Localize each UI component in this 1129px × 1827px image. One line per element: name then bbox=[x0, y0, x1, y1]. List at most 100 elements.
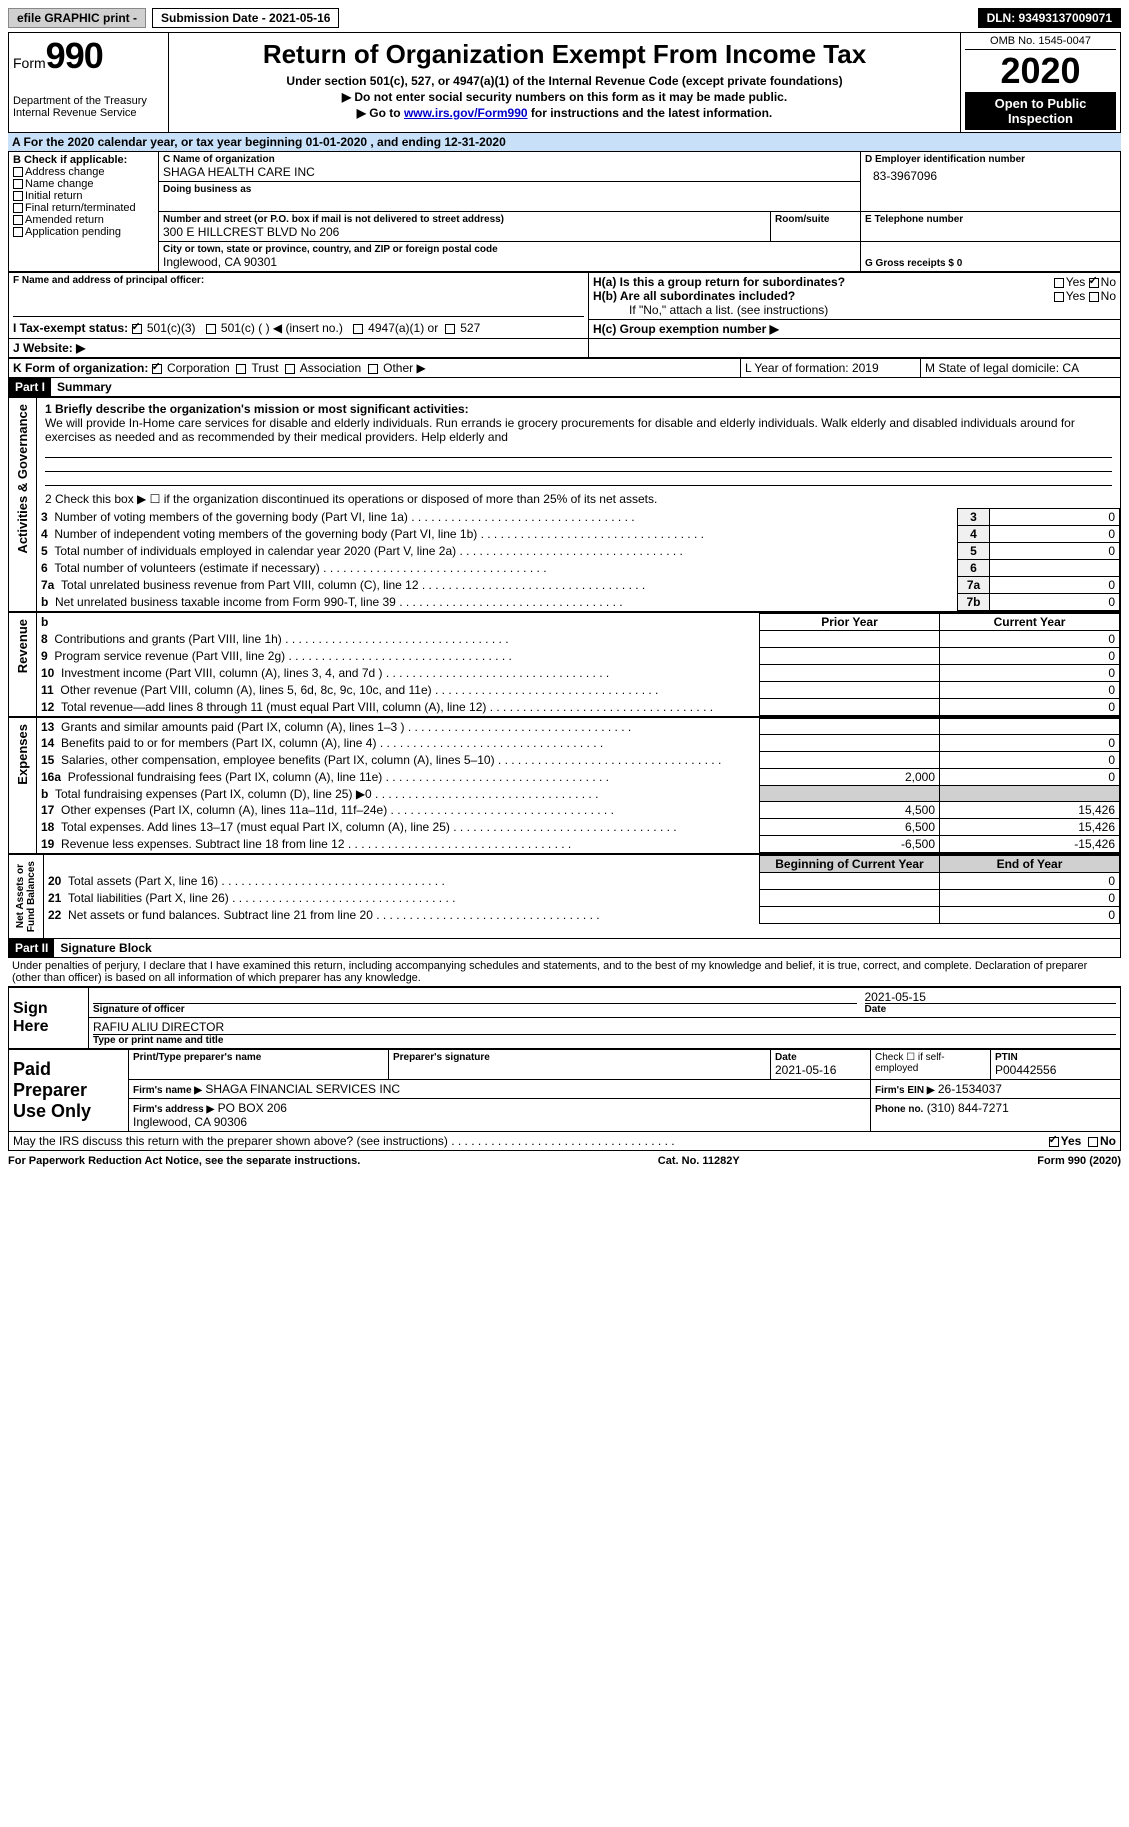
efile-print-button[interactable]: efile GRAPHIC print - bbox=[8, 8, 146, 28]
under-section: Under section 501(c), 527, or 4947(a)(1)… bbox=[173, 74, 956, 88]
q1: 1 Briefly describe the organization's mi… bbox=[45, 402, 1112, 416]
ptin-label: PTIN bbox=[995, 1052, 1116, 1063]
cb-trust[interactable] bbox=[236, 364, 246, 374]
col-prior: Prior Year bbox=[821, 615, 877, 629]
line-8: 8 Contributions and grants (Part VIII, l… bbox=[37, 631, 760, 648]
paid-preparer: Paid Preparer Use Only bbox=[9, 1050, 129, 1132]
f-label: F Name and address of principal officer: bbox=[13, 275, 584, 286]
line-17: 17 Other expenses (Part IX, column (A), … bbox=[37, 802, 760, 819]
line-10-curr: 0 bbox=[940, 665, 1120, 682]
line-8-prior bbox=[760, 631, 940, 648]
street: 300 E HILLCREST BLVD No 206 bbox=[163, 225, 766, 239]
line-22-curr: 0 bbox=[940, 907, 1120, 924]
line-18-curr: 15,426 bbox=[940, 819, 1120, 836]
line-11-curr: 0 bbox=[940, 682, 1120, 699]
cb-assoc[interactable] bbox=[285, 364, 295, 374]
part1-net: Net Assets or Fund Balances Beginning of… bbox=[8, 854, 1121, 939]
line-11: 11 Other revenue (Part VIII, column (A),… bbox=[37, 682, 760, 699]
phone-label: Phone no. bbox=[875, 1104, 923, 1115]
cb-527[interactable] bbox=[445, 324, 455, 334]
cb-initial[interactable]: Initial return bbox=[13, 190, 154, 202]
line-7a-num: 7a bbox=[958, 577, 990, 594]
row-m: M State of legal domicile: CA bbox=[921, 359, 1121, 378]
d-label: D Employer identification number bbox=[865, 154, 1116, 165]
cb-address[interactable]: Address change bbox=[13, 166, 154, 178]
line-15: 15 Salaries, other compensation, employe… bbox=[37, 752, 760, 769]
firm-addr-label: Firm's address ▶ bbox=[133, 1104, 214, 1115]
discuss-yes[interactable] bbox=[1049, 1137, 1059, 1147]
line-7b-num: 7b bbox=[958, 594, 990, 611]
line-13-prior bbox=[760, 719, 940, 735]
c-label: C Name of organization bbox=[163, 154, 856, 165]
line-18-prior: 6,500 bbox=[760, 819, 940, 836]
prep-date: 2021-05-16 bbox=[775, 1063, 866, 1077]
line-14: 14 Benefits paid to or for members (Part… bbox=[37, 735, 760, 752]
line-7a-val: 0 bbox=[990, 577, 1120, 594]
dln: DLN: 93493137009071 bbox=[978, 8, 1121, 28]
line-13-curr bbox=[940, 719, 1120, 735]
preparer-table: Paid Preparer Use Only Print/Type prepar… bbox=[8, 1049, 1121, 1132]
line-3-num: 3 bbox=[958, 509, 990, 526]
name-title-label: Type or print name and title bbox=[93, 1035, 1116, 1046]
line-6-num: 6 bbox=[958, 560, 990, 577]
g-label: G Gross receipts $ 0 bbox=[865, 258, 1116, 269]
city: Inglewood, CA 90301 bbox=[163, 255, 856, 269]
cb-corp[interactable] bbox=[152, 364, 162, 374]
cb-501c[interactable] bbox=[206, 324, 216, 334]
discuss-row: May the IRS discuss this return with the… bbox=[8, 1132, 1121, 1151]
line-5-num: 5 bbox=[958, 543, 990, 560]
cb-4947[interactable] bbox=[353, 324, 363, 334]
firm-name: SHAGA FINANCIAL SERVICES INC bbox=[205, 1082, 400, 1096]
ptin: P00442556 bbox=[995, 1063, 1116, 1077]
discuss-no[interactable] bbox=[1088, 1137, 1098, 1147]
line-13: 13 Grants and similar amounts paid (Part… bbox=[37, 719, 760, 735]
line-16a: 16a Professional fundraising fees (Part … bbox=[37, 769, 760, 786]
form-number: Form990 bbox=[13, 35, 164, 77]
line-9-curr: 0 bbox=[940, 648, 1120, 665]
line-7b-val: 0 bbox=[990, 594, 1120, 611]
line-7b: b Net unrelated business taxable income … bbox=[37, 594, 958, 611]
row-k: K Form of organization: Corporation Trus… bbox=[9, 359, 741, 378]
vlabel-rev: Revenue bbox=[13, 615, 32, 677]
line-17-curr: 15,426 bbox=[940, 802, 1120, 819]
line-6: 6 Total number of volunteers (estimate i… bbox=[37, 560, 958, 577]
line-19: 19 Revenue less expenses. Subtract line … bbox=[37, 836, 760, 853]
cb-name[interactable]: Name change bbox=[13, 178, 154, 190]
ha: H(a) Is this a group return for subordin… bbox=[593, 275, 1116, 289]
irs-link[interactable]: www.irs.gov/Form990 bbox=[404, 106, 528, 120]
sign-table: Sign Here Signature of officer 2021-05-1… bbox=[8, 987, 1121, 1049]
cb-501c3[interactable] bbox=[132, 324, 142, 334]
vlabel-exp: Expenses bbox=[13, 720, 32, 789]
line-10-prior bbox=[760, 665, 940, 682]
cb-final[interactable]: Final return/terminated bbox=[13, 202, 154, 214]
ha-no[interactable] bbox=[1089, 278, 1099, 288]
hb-yes[interactable] bbox=[1054, 292, 1064, 302]
phone: (310) 844-7271 bbox=[927, 1101, 1009, 1115]
topbar: efile GRAPHIC print - Submission Date - … bbox=[8, 8, 1121, 28]
part2-hdr: Part IISignature Block bbox=[8, 939, 1121, 958]
line-14-prior bbox=[760, 735, 940, 752]
line-4-num: 4 bbox=[958, 526, 990, 543]
form-page: efile GRAPHIC print - Submission Date - … bbox=[0, 0, 1129, 1175]
line-16a-curr: 0 bbox=[940, 769, 1120, 786]
cb-pending[interactable]: Application pending bbox=[13, 226, 154, 238]
decl: Under penalties of perjury, I declare th… bbox=[8, 958, 1121, 987]
part1-exp: Expenses 13 Grants and similar amounts p… bbox=[8, 717, 1121, 854]
prep-date-label: Date bbox=[775, 1052, 866, 1063]
firm-ein-label: Firm's EIN ▶ bbox=[875, 1085, 935, 1096]
check-self[interactable]: Check ☐ if self-employed bbox=[871, 1050, 991, 1080]
cb-other[interactable] bbox=[368, 364, 378, 374]
vlabel-gov: Activities & Governance bbox=[13, 400, 32, 558]
line-8-curr: 0 bbox=[940, 631, 1120, 648]
hb-no[interactable] bbox=[1089, 292, 1099, 302]
line-14-curr: 0 bbox=[940, 735, 1120, 752]
cb-amended[interactable]: Amended return bbox=[13, 214, 154, 226]
prep-sig-label: Preparer's signature bbox=[393, 1052, 766, 1063]
city-label: City or town, state or province, country… bbox=[163, 244, 856, 255]
line-22-prior bbox=[760, 907, 940, 924]
hb: H(b) Are all subordinates included? Yes … bbox=[593, 289, 1116, 303]
klm-table: K Form of organization: Corporation Trus… bbox=[8, 358, 1121, 378]
line-11-prior bbox=[760, 682, 940, 699]
ha-yes[interactable] bbox=[1054, 278, 1064, 288]
vlabel-net: Net Assets or Fund Balances bbox=[13, 857, 39, 936]
